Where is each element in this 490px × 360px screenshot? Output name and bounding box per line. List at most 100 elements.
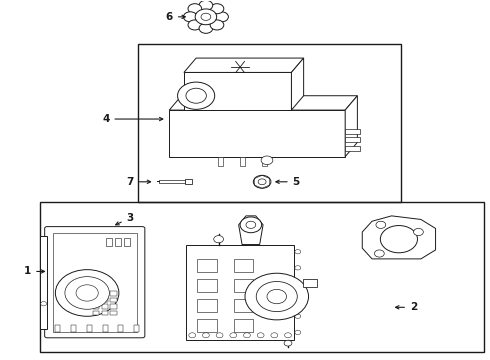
Polygon shape <box>239 216 263 244</box>
Polygon shape <box>345 96 357 157</box>
Circle shape <box>295 314 301 319</box>
Circle shape <box>257 333 264 338</box>
Circle shape <box>195 9 217 25</box>
Circle shape <box>246 221 256 228</box>
Circle shape <box>210 20 224 30</box>
Circle shape <box>295 249 301 254</box>
Text: 3: 3 <box>116 213 134 225</box>
Polygon shape <box>40 235 47 329</box>
Text: 4: 4 <box>102 114 163 124</box>
Circle shape <box>183 12 197 22</box>
Circle shape <box>76 285 98 301</box>
Bar <box>101 311 108 315</box>
Bar <box>87 325 92 332</box>
Bar <box>110 304 117 309</box>
Bar <box>40 202 485 352</box>
Bar <box>124 238 130 246</box>
Bar <box>159 180 185 183</box>
Circle shape <box>188 20 202 30</box>
Circle shape <box>65 276 109 309</box>
Bar <box>234 279 253 292</box>
Circle shape <box>295 330 301 334</box>
Circle shape <box>284 340 292 346</box>
Circle shape <box>295 298 301 302</box>
Bar <box>234 319 253 332</box>
Bar <box>101 304 108 309</box>
Bar <box>110 311 117 315</box>
Text: 2: 2 <box>395 302 417 312</box>
Bar <box>93 311 99 315</box>
Circle shape <box>256 282 297 312</box>
Polygon shape <box>362 216 436 259</box>
Circle shape <box>380 226 417 253</box>
Bar <box>197 299 217 312</box>
Circle shape <box>177 82 215 109</box>
Bar <box>119 325 123 332</box>
Bar <box>101 298 108 302</box>
Circle shape <box>261 156 273 165</box>
Circle shape <box>414 228 423 235</box>
Circle shape <box>199 0 213 10</box>
Polygon shape <box>292 58 304 110</box>
Bar <box>197 319 217 332</box>
Bar <box>106 238 112 246</box>
Bar <box>53 233 137 332</box>
Circle shape <box>295 266 301 270</box>
Circle shape <box>55 270 119 316</box>
Bar <box>234 258 253 272</box>
Circle shape <box>267 289 287 304</box>
Circle shape <box>188 4 202 14</box>
Bar <box>101 291 108 296</box>
Bar <box>110 291 117 296</box>
Bar <box>345 129 360 134</box>
Circle shape <box>244 333 250 338</box>
Circle shape <box>214 235 223 243</box>
Bar <box>71 325 76 332</box>
Bar <box>169 110 345 157</box>
Circle shape <box>258 179 266 185</box>
Circle shape <box>285 333 292 338</box>
Circle shape <box>376 221 386 228</box>
Bar <box>55 325 60 332</box>
Circle shape <box>271 333 278 338</box>
Bar <box>345 137 360 142</box>
Bar <box>234 299 253 312</box>
Bar <box>110 298 117 302</box>
Circle shape <box>216 333 223 338</box>
Circle shape <box>210 4 224 14</box>
FancyBboxPatch shape <box>45 226 145 338</box>
Circle shape <box>230 333 237 338</box>
Bar <box>184 72 292 110</box>
Bar <box>345 145 360 150</box>
Circle shape <box>253 175 271 188</box>
Bar <box>303 279 318 287</box>
Circle shape <box>240 217 262 233</box>
Bar <box>185 179 192 184</box>
Text: 5: 5 <box>276 177 300 187</box>
Bar <box>186 244 294 339</box>
Bar <box>134 325 139 332</box>
Bar <box>93 291 99 296</box>
Circle shape <box>41 302 47 306</box>
Text: 1: 1 <box>24 266 45 276</box>
Circle shape <box>186 88 206 103</box>
Bar <box>102 325 107 332</box>
Bar <box>197 258 217 272</box>
Bar <box>240 157 245 166</box>
Bar <box>93 304 99 309</box>
Bar <box>138 44 401 202</box>
Bar <box>93 298 99 302</box>
Polygon shape <box>184 58 304 72</box>
Circle shape <box>199 23 213 33</box>
Circle shape <box>189 333 196 338</box>
Circle shape <box>245 273 309 320</box>
Bar <box>218 157 223 166</box>
Text: 6: 6 <box>166 12 185 22</box>
Bar <box>262 157 267 166</box>
Text: 7: 7 <box>126 177 150 187</box>
Polygon shape <box>169 96 357 110</box>
Circle shape <box>201 13 211 21</box>
Bar <box>115 238 121 246</box>
Circle shape <box>374 250 384 257</box>
Bar <box>197 279 217 292</box>
